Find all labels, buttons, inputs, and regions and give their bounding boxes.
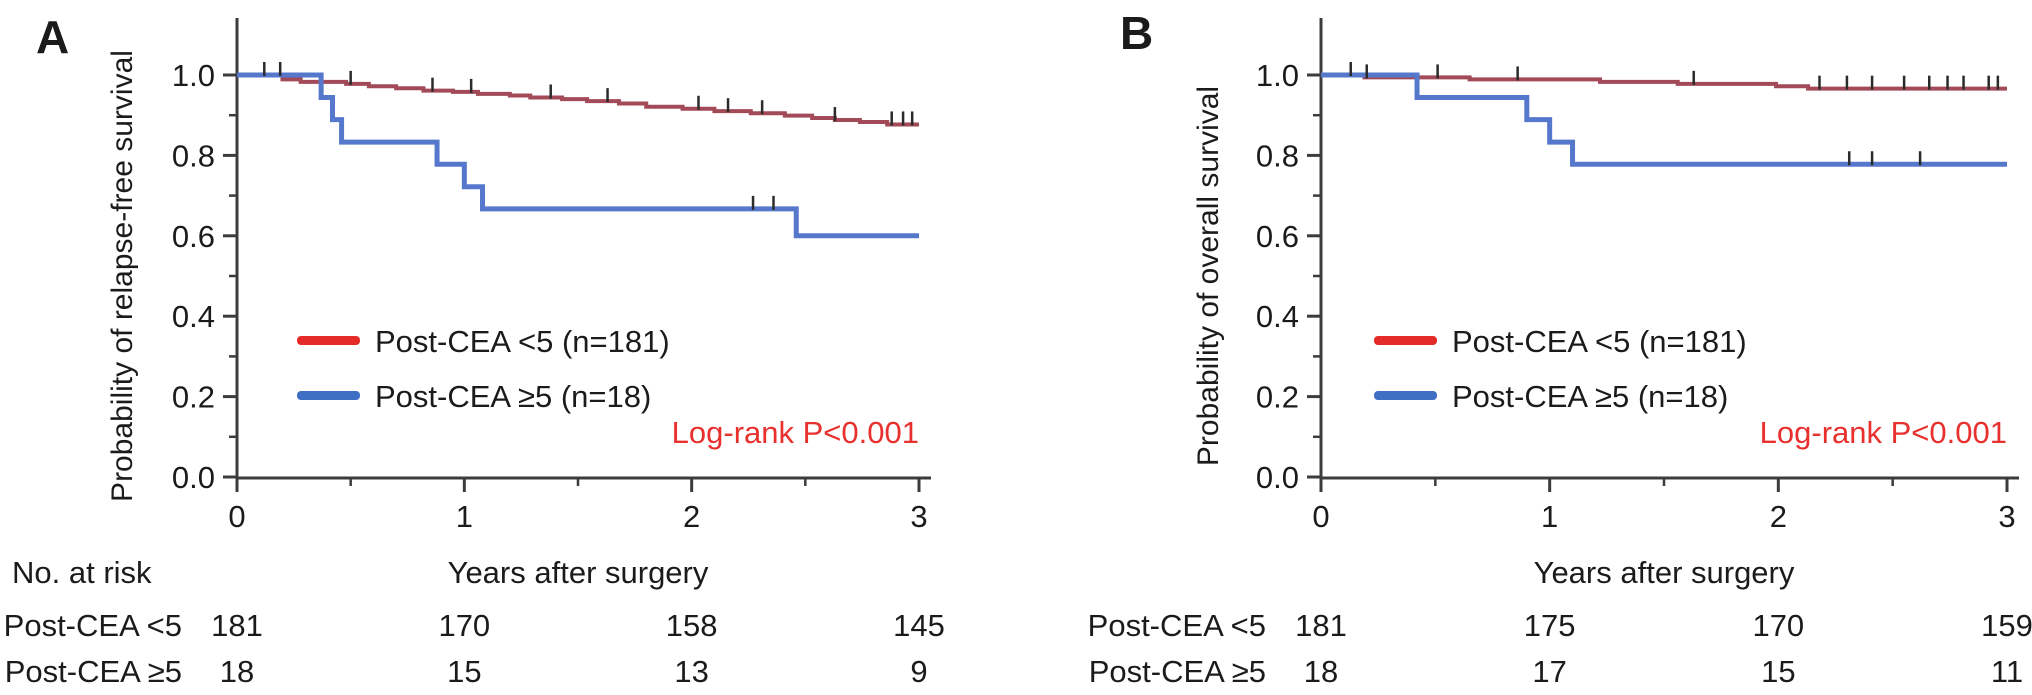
y-tick-label: 0.0 <box>1256 460 1299 495</box>
panel-a: A Probability of relapse-free survival 0.0… <box>4 11 945 689</box>
risk-count: 18 <box>220 654 254 689</box>
y-tick-label: 0.0 <box>172 460 215 495</box>
risk-count: 175 <box>1524 608 1576 643</box>
panel-label: B <box>1120 7 1153 59</box>
x-tick-label: 3 <box>1998 499 2015 534</box>
y-tick-label: 0.4 <box>172 299 215 334</box>
legend-label: Post-CEA <5 (n=181) <box>375 324 670 359</box>
y-tick-label: 0.8 <box>172 138 215 173</box>
x-tick-label: 1 <box>1541 499 1558 534</box>
y-tick-label: 0.8 <box>1256 138 1299 173</box>
risk-count: 17 <box>1532 654 1566 689</box>
y-axis-label: Probability of overall survival <box>1192 86 1225 466</box>
risk-count: 9 <box>910 654 927 689</box>
risk-count: 15 <box>1761 654 1795 689</box>
y-axis-label: Probability of relapse-free survival <box>106 50 139 502</box>
km-chart-relapse-free-survival: A Probability of relapse-free survival 0.0… <box>4 11 945 689</box>
panel-label: A <box>36 11 69 63</box>
risk-row-label: Post-CEA ≥5 <box>5 654 182 689</box>
km-chart-overall-survival: B Probability of overall survival 0.0 0.2 0.… <box>1088 7 2032 689</box>
legend-label: Post-CEA ≥5 (n=18) <box>375 379 651 414</box>
y-tick-label: 0.6 <box>1256 219 1299 254</box>
x-axis-label: Years after surgery <box>1534 555 1795 590</box>
y-tick-label: 1.0 <box>172 58 215 93</box>
risk-count: 181 <box>1295 608 1347 643</box>
x-tick-label: 2 <box>1770 499 1787 534</box>
x-tick-label: 0 <box>228 499 245 534</box>
risk-count: 15 <box>447 654 481 689</box>
x-axis-label: Years after surgery <box>448 555 709 590</box>
risk-count: 170 <box>1752 608 1804 643</box>
risk-count: 18 <box>1304 654 1338 689</box>
legend-swatch-post-cea-ge5 <box>297 391 360 400</box>
x-tick-label: 3 <box>910 499 927 534</box>
legend-swatch-post-cea-lt5 <box>297 336 360 345</box>
panel-b: B Probability of overall survival 0.0 0.2 0.… <box>1016 0 2032 695</box>
risk-row-label: Post-CEA <5 <box>1088 608 1266 643</box>
risk-row-label: Post-CEA <5 <box>4 608 182 643</box>
y-tick-label: 0.2 <box>172 380 215 415</box>
km-curve-post-cea-lt5 <box>237 73 919 127</box>
x-tick-label: 1 <box>456 499 473 534</box>
logrank-annotation: Log-rank P<0.001 <box>672 415 919 450</box>
risk-count: 181 <box>211 608 263 643</box>
risk-count: 11 <box>1991 654 2023 689</box>
legend-label: Post-CEA <5 (n=181) <box>1452 324 1747 359</box>
y-tick-label: 1.0 <box>1256 58 1299 93</box>
y-tick-label: 0.2 <box>1256 380 1299 415</box>
risk-row-label: Post-CEA ≥5 <box>1089 654 1266 689</box>
km-curve-post-cea-ge5 <box>237 72 919 239</box>
x-tick-label: 0 <box>1312 499 1329 534</box>
risk-table-header: No. at risk <box>12 555 152 590</box>
y-tick-label: 0.6 <box>172 219 215 254</box>
logrank-annotation: Log-rank P<0.001 <box>1760 415 2007 450</box>
legend-label: Post-CEA ≥5 (n=18) <box>1452 379 1728 414</box>
x-tick-label: 2 <box>683 499 700 534</box>
risk-count: 170 <box>438 608 490 643</box>
legend-swatch-post-cea-ge5 <box>1374 391 1437 400</box>
risk-count: 158 <box>666 608 718 643</box>
legend-swatch-post-cea-lt5 <box>1374 336 1437 345</box>
risk-count: 13 <box>674 654 708 689</box>
risk-count: 159 <box>1981 608 2032 643</box>
risk-count: 145 <box>893 608 945 643</box>
km-curve-post-cea-ge5 <box>1321 72 2007 167</box>
y-tick-label: 0.4 <box>1256 299 1299 334</box>
